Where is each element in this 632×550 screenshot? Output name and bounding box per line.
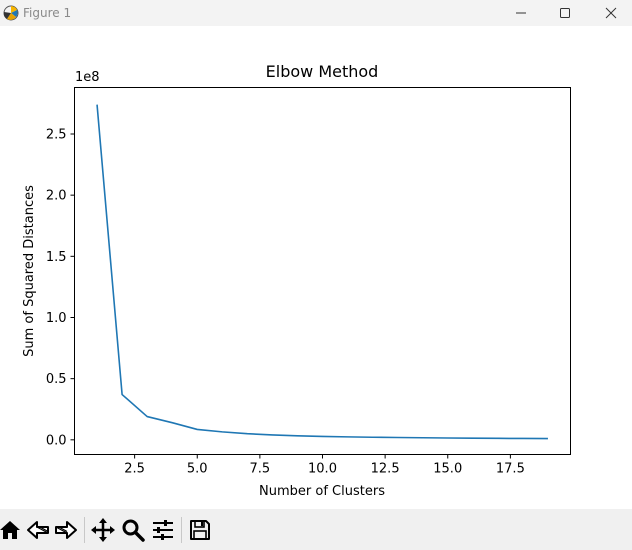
series-line: [96, 104, 548, 440]
back-icon: [26, 519, 50, 541]
back-button[interactable]: [25, 517, 51, 543]
x-tick-label: 7.5: [250, 462, 271, 477]
maximize-icon: [559, 7, 571, 19]
save-icon: [189, 519, 211, 541]
minimize-icon: [515, 7, 527, 19]
home-button[interactable]: [0, 517, 23, 543]
subplots-icon: [151, 518, 175, 542]
x-tick-label: 17.5: [496, 462, 525, 477]
toolbar-separator: [84, 517, 85, 543]
y-axis-label: Sum of Squared Distances: [22, 185, 37, 357]
y-tick-label: 2.0: [46, 189, 67, 204]
y-tick-label: 1.5: [46, 250, 67, 265]
navigation-toolbar: [0, 509, 632, 550]
x-tick-label: 10.0: [308, 462, 337, 477]
zoom-button[interactable]: [120, 517, 146, 543]
close-button[interactable]: [588, 0, 632, 26]
forward-icon: [54, 519, 78, 541]
pan-icon: [91, 518, 115, 542]
y-tick-label: 0.0: [46, 433, 67, 448]
axes-frame: [74, 87, 571, 455]
home-icon: [0, 519, 21, 541]
chart-title: Elbow Method: [266, 62, 379, 81]
x-axis-label: Number of Clusters: [259, 484, 385, 499]
y-offset-text: 1e8: [75, 70, 100, 85]
subplots-button[interactable]: [150, 517, 176, 543]
close-icon: [605, 7, 617, 19]
save-button[interactable]: [187, 517, 213, 543]
y-tick-label: 2.5: [46, 127, 67, 142]
x-tick-label: 2.5: [124, 462, 145, 477]
forward-button[interactable]: [53, 517, 79, 543]
x-tick-label: 12.5: [371, 462, 400, 477]
elbow-chart: Elbow Method 1e8 Sum of Squared Distance…: [22, 62, 571, 499]
matplotlib-logo-icon: [2, 4, 20, 22]
maximize-button[interactable]: [542, 0, 588, 26]
toolbar-separator: [181, 517, 182, 543]
pan-button[interactable]: [90, 517, 116, 543]
x-tick-label: 15.0: [433, 462, 462, 477]
x-tick-label: 5.0: [187, 462, 208, 477]
window-title: Figure 1: [23, 6, 72, 20]
minimize-button[interactable]: [498, 0, 544, 26]
y-tick-label: 1.0: [46, 311, 67, 326]
y-tick-label: 0.5: [46, 372, 67, 387]
title-bar: Figure 1: [0, 0, 632, 26]
zoom-icon: [121, 518, 145, 542]
figure-canvas[interactable]: Elbow Method 1e8 Sum of Squared Distance…: [0, 26, 632, 509]
